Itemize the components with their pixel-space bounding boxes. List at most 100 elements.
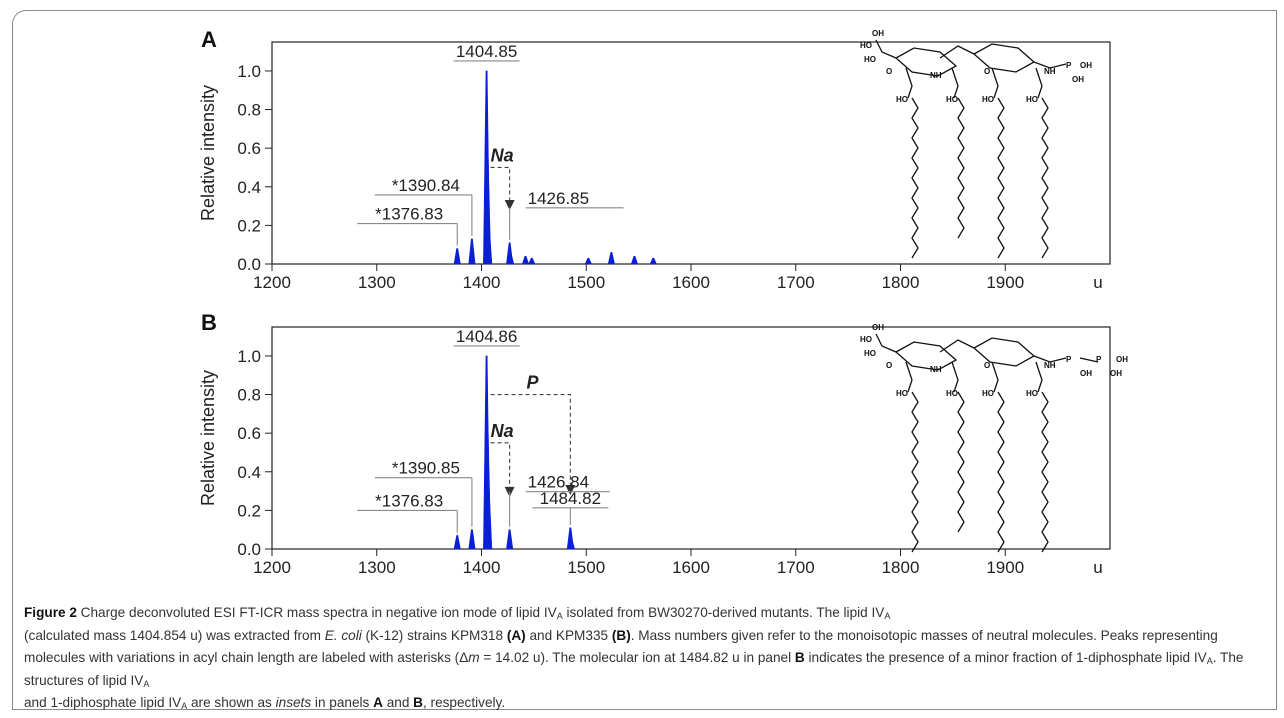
y-tick-label: 0.0: [237, 255, 261, 274]
peak-label: *1390.85: [392, 459, 460, 478]
caption-text: = 14.02 u). The molecular ion at 1484.82…: [479, 650, 795, 665]
structure-atom-label: HO: [860, 41, 872, 50]
panel-b: B 0.0 0.2 0.4 0.6 0.8 1.0 1200 1300 1400 1500 1600 1…: [198, 310, 1111, 577]
caption-text: (K-12) strains KPM318: [361, 627, 507, 643]
caption-sub: A: [143, 678, 150, 689]
peak-label: 1404.85: [456, 42, 517, 61]
structure-atom-label: OH: [1080, 61, 1092, 70]
caption-sub: A: [884, 611, 891, 621]
caption-bold: B: [794, 650, 805, 665]
caption-bold: (B): [611, 627, 631, 643]
acyl-chain: [997, 97, 1005, 259]
structure-atom-label: NH: [930, 71, 942, 80]
structure-atom-label: P: [1066, 355, 1072, 364]
acyl-chain: [911, 391, 919, 553]
figure-svg: A 0.0 0.2 0.4 0.6 0.8 1.0 1200 1300 1400 1500 1600 1…: [198, 27, 1128, 577]
spectrum-peak: [468, 238, 476, 265]
structure-atom-label: HO: [864, 349, 876, 358]
y-tick-label: 1.0: [237, 62, 261, 81]
caption-text: and KPM335: [525, 627, 612, 643]
spectrum-peak: [468, 529, 476, 550]
sugar-ring: [894, 47, 958, 77]
y-tick-label: 0.8: [237, 101, 261, 120]
structure-atom-label: P: [1066, 61, 1072, 70]
acyl-chain: [997, 391, 1005, 553]
structure-atom-label: OH: [1110, 369, 1122, 378]
structure-atom-label: HO: [946, 389, 958, 398]
spectrum-peak: [567, 539, 575, 550]
caption-text: . Mass numbers given refer to the monois…: [24, 627, 1218, 666]
panel-letter: B: [201, 310, 217, 335]
spectrum-peak: [649, 257, 657, 265]
annotation-arrow-line: [490, 166, 511, 201]
x-tick-label: 1900: [986, 558, 1024, 577]
y-tick-label: 0.6: [237, 424, 261, 443]
caption-text: in panels: [311, 695, 374, 710]
caption-italic: m: [468, 650, 480, 665]
structure-atom-label: HO: [1026, 95, 1038, 104]
y-tick-label: 0.4: [237, 178, 261, 197]
peak-label: *1376.83: [375, 491, 443, 510]
structure-atom-label: OH: [872, 29, 884, 38]
caption-italic: insets: [275, 695, 312, 710]
acyl-chain: [957, 391, 965, 533]
spectrum-peak: [485, 225, 493, 265]
panel-letter: A: [201, 27, 217, 52]
figure-frame: [12, 10, 1277, 710]
figure-caption: Figure 2 Charge deconvoluted ESI FT-ICR …: [24, 602, 1269, 715]
caption-italic: E. coli: [324, 627, 362, 643]
glycosidic-bond: [939, 45, 975, 59]
annotation-arrow-line: [490, 394, 571, 486]
x-tick-label: 1600: [672, 273, 710, 292]
structure-atom-label: O: [984, 361, 990, 370]
caption-text: . The structures of lipid IV: [24, 650, 1244, 688]
peak-label: 1404.86: [456, 327, 517, 346]
caption-text: (calculated mass 1404.854 u) was extract…: [24, 627, 325, 643]
acyl-linkage: [1035, 67, 1043, 99]
y-tick-label: 0.2: [237, 501, 261, 520]
structure-atom-label: HO: [896, 389, 908, 398]
y-tick-label: 0.8: [237, 386, 261, 405]
caption-text: isolated from BW30270-derived mutants. T…: [562, 605, 885, 620]
x-tick-label: 1700: [777, 273, 815, 292]
caption-text: Charge deconvoluted ESI FT-ICR mass spec…: [80, 605, 557, 620]
annotation-label: Na: [491, 421, 514, 441]
spectrum-peak: [607, 252, 615, 265]
caption-bold: B: [413, 695, 423, 710]
structure-atom-label: HO: [1026, 389, 1038, 398]
structure-atom-label: O: [886, 361, 892, 370]
x-tick-label: 1300: [358, 558, 396, 577]
structure-atom-label: P: [1096, 355, 1102, 364]
x-tick-label: 1800: [882, 558, 920, 577]
x-tick-label: 1200: [253, 558, 291, 577]
acyl-linkage: [991, 361, 999, 393]
caption-bold: A: [373, 695, 383, 710]
spectrum-peak: [584, 257, 593, 265]
acyl-linkage: [951, 67, 959, 99]
y-tick-label: 0.0: [237, 540, 261, 559]
spectrum-peak: [630, 255, 639, 265]
acyl-chain: [911, 97, 919, 259]
x-tick-label: 1300: [358, 273, 396, 292]
structure-atom-label: NH: [1044, 361, 1056, 370]
x-tick-label: 1600: [672, 558, 710, 577]
x-tick-label: 1500: [567, 558, 605, 577]
glycosidic-bond: [939, 339, 975, 353]
phosphate-link: [875, 333, 897, 353]
acyl-linkage: [1035, 361, 1043, 393]
annotation-arrowhead: [504, 199, 515, 210]
acyl-chain: [957, 97, 965, 239]
caption-text: are shown as: [187, 695, 276, 710]
peak-label: *1390.84: [392, 176, 460, 195]
spectrum-peak: [528, 257, 536, 265]
structure-atom-label: HO: [946, 95, 958, 104]
acyl-linkage: [991, 67, 999, 99]
caption-bold: (A): [506, 627, 526, 643]
structure-atom-label: OH: [1072, 75, 1084, 84]
caption-sub: A: [1206, 656, 1213, 666]
y-axis-label: Relative intensity: [198, 370, 218, 506]
x-unit-label: u: [1093, 558, 1102, 577]
x-tick-label: 1400: [463, 558, 501, 577]
x-tick-label: 1500: [567, 273, 605, 292]
structure-atom-label: NH: [1044, 67, 1056, 76]
